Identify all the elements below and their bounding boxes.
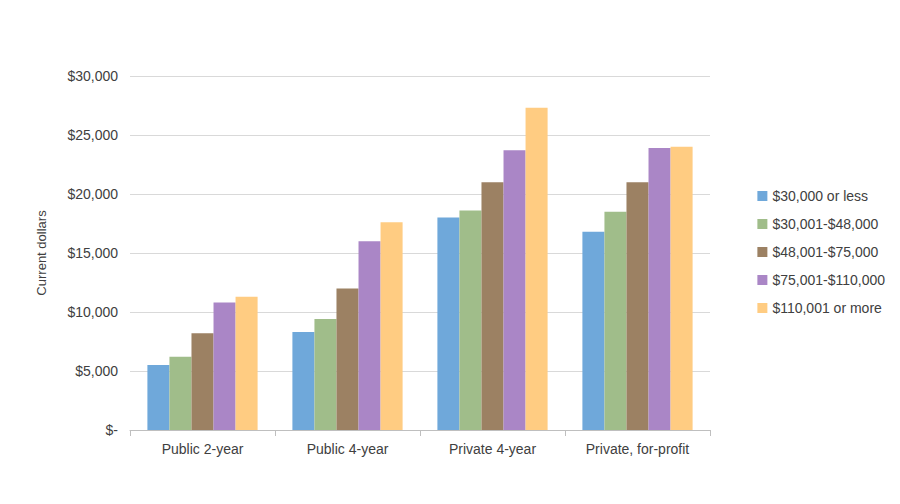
svg-text:$75,001-$110,000: $75,001-$110,000 bbox=[772, 272, 885, 288]
svg-text:$25,000: $25,000 bbox=[67, 127, 118, 143]
svg-text:$10,000: $10,000 bbox=[67, 304, 118, 320]
svg-text:$30,001-$48,000: $30,001-$48,000 bbox=[772, 216, 878, 232]
svg-text:$110,001 or more: $110,001 or more bbox=[772, 300, 882, 316]
svg-text:$30,000: $30,000 bbox=[67, 68, 118, 84]
svg-text:$48,001-$75,000: $48,001-$75,000 bbox=[772, 244, 878, 260]
svg-text:$20,000: $20,000 bbox=[67, 186, 118, 202]
svg-text:Current dollars: Current dollars bbox=[34, 210, 49, 296]
svg-text:$15,000: $15,000 bbox=[67, 245, 118, 261]
svg-text:Private 4-year: Private 4-year bbox=[449, 441, 536, 457]
svg-text:$5,000: $5,000 bbox=[75, 363, 118, 379]
svg-text:$-: $- bbox=[106, 422, 119, 438]
svg-text:Public 4-year: Public 4-year bbox=[307, 441, 389, 457]
svg-text:$30,000 or less: $30,000 or less bbox=[772, 188, 868, 204]
svg-text:Private, for-profit: Private, for-profit bbox=[586, 441, 690, 457]
svg-text:Public 2-year: Public 2-year bbox=[162, 441, 244, 457]
